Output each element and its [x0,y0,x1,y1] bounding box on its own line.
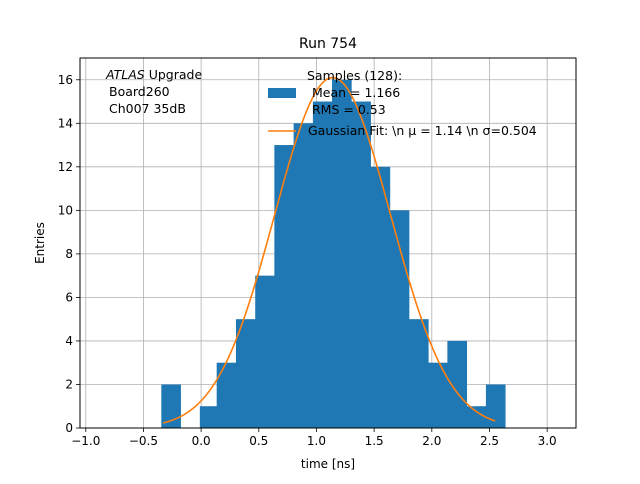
legend-fit-label: Gaussian Fit: \n μ = 1.14 \n σ=0.504 [308,123,537,138]
histogram-bar [428,362,448,428]
fit-layer [162,76,496,424]
legend-samples-line-3: RMS = 0.53 [312,102,386,117]
y-tick-label: 0 [65,421,73,435]
histogram-bar [216,362,237,428]
y-tick-label: 14 [58,116,73,130]
x-axis-ticks: −1.0 −0.5 0.0 0.5 1.0 1.5 2.0 2.5 3.0 [71,428,557,448]
x-tick-label: −0.5 [129,434,158,448]
x-tick-label: 0.5 [249,434,268,448]
y-tick-label: 8 [65,247,73,261]
x-tick-label: 3.0 [538,434,557,448]
y-tick-label: 16 [58,73,73,87]
histogram-bar [332,79,352,428]
gaussian-fit-curve [162,76,496,424]
histogram-bar [161,384,181,428]
y-axis-ticks: 0 2 4 6 8 10 12 14 16 [58,73,80,435]
annotation-atlas: ATLAS [105,67,145,82]
x-tick-label: −1.0 [71,434,100,448]
x-tick-label: 0.0 [192,434,211,448]
plot-frame [79,57,577,429]
histogram-bar [255,275,275,428]
x-tick-label: 1.0 [307,434,326,448]
histogram-bar [274,145,294,428]
annotation-upgrade: Upgrade [145,67,203,82]
histogram-bar [485,384,506,428]
histogram-bar [447,340,468,428]
histogram-bar [351,101,371,428]
atlas-annotation: ATLAS Upgrade Board260 Ch007 35dB [105,67,202,116]
legend-samples-line-2: Mean = 1.166 [312,85,400,100]
histogram-bar [408,319,429,428]
histogram-bar [235,319,256,428]
annotation-line-1: ATLAS Upgrade [105,67,202,82]
y-tick-label: 12 [58,160,73,174]
legend-bars-swatch [268,88,296,98]
histogram-bars [161,79,506,428]
histogram-bar [370,166,391,428]
y-axis-label: Entries [33,222,47,264]
legend: Samples (128): Mean = 1.166 RMS = 0.53 G… [268,68,537,138]
x-axis-label: time [ns] [301,457,355,471]
annotation-line-3: Ch007 35dB [109,101,186,116]
histogram-bar [293,123,314,428]
x-tick-label: 2.0 [422,434,441,448]
histogram-bar [389,210,410,428]
chart-title: Run 754 [299,36,357,52]
y-tick-label: 10 [58,203,73,217]
legend-samples-line-1: Samples (128): [307,68,402,83]
x-tick-label: 1.5 [365,434,384,448]
histogram-bar [312,101,333,428]
y-tick-label: 6 [65,290,73,304]
histogram-bar [466,406,487,428]
x-tick-label: 2.5 [480,434,499,448]
y-tick-label: 4 [65,334,73,348]
annotation-line-2: Board260 [109,84,170,99]
y-tick-label: 2 [65,377,73,391]
histogram-bar [199,406,220,428]
